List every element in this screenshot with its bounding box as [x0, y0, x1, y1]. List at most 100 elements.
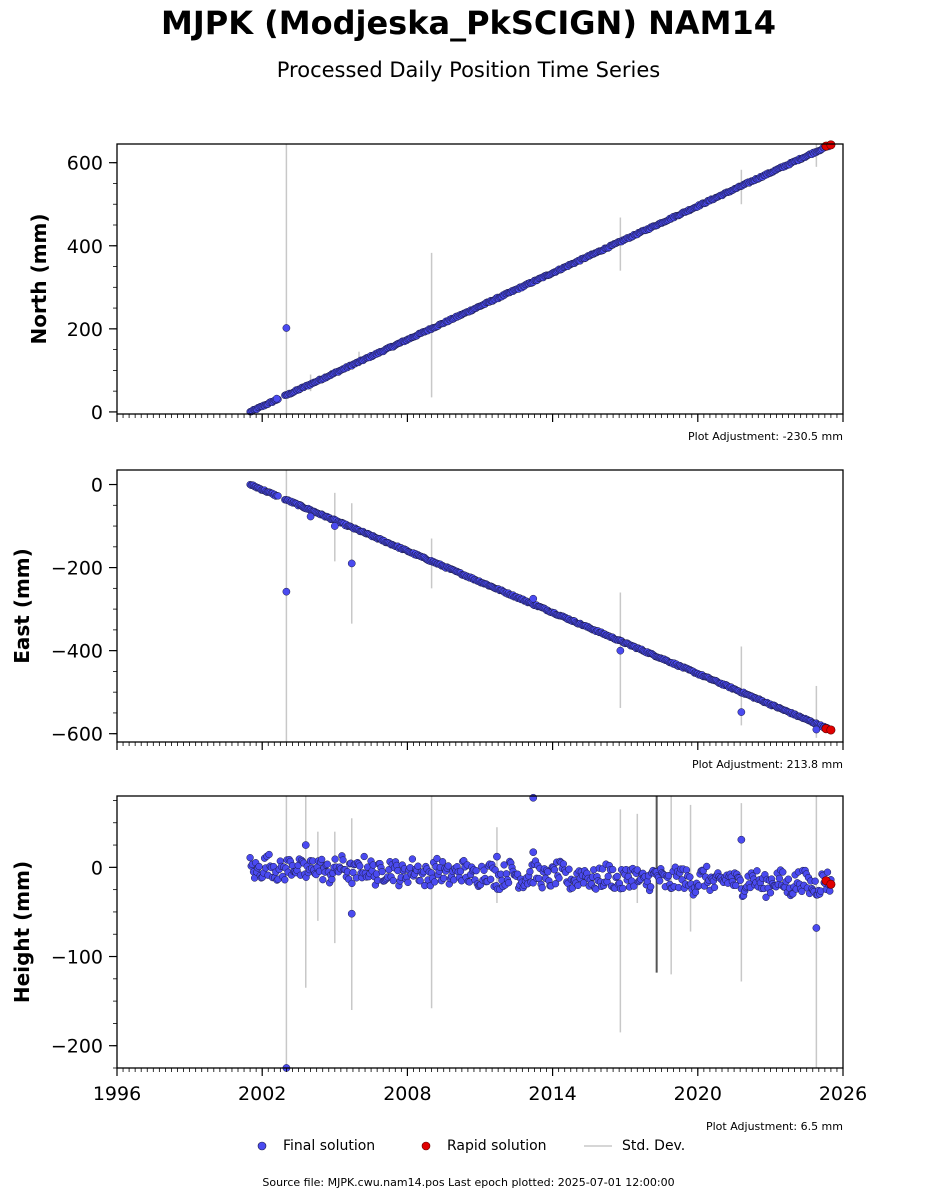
final-point	[349, 868, 357, 877]
outlier-point	[282, 587, 291, 596]
final-point	[732, 881, 740, 890]
outlier-point	[330, 522, 339, 530]
final-point	[356, 862, 364, 870]
final-point	[502, 870, 511, 878]
final-point	[433, 854, 441, 863]
outlier-point	[282, 324, 291, 332]
final-point	[682, 866, 691, 874]
footer-source: Source file: MJPK.cwu.nam14.pos Last epo…	[262, 1176, 675, 1189]
y-tick-label: 200	[67, 319, 103, 341]
final-point	[630, 882, 638, 890]
final-point	[664, 871, 673, 880]
y-tick-label: −100	[51, 947, 103, 969]
final-point	[416, 877, 424, 885]
x-tick-label: 2014	[528, 1083, 576, 1105]
final-point	[766, 889, 775, 897]
final-point	[348, 879, 356, 888]
final-point	[414, 862, 422, 870]
final-point	[551, 880, 560, 888]
final-point	[339, 856, 347, 864]
final-point	[613, 872, 621, 881]
final-point	[565, 865, 573, 873]
outlier-point	[529, 793, 538, 802]
final-point	[823, 868, 832, 876]
y-tick-label: 400	[67, 236, 103, 258]
final-point	[559, 860, 568, 868]
final-point	[647, 883, 655, 891]
final-point	[784, 875, 793, 883]
final-point	[686, 873, 694, 881]
y-tick-label: −600	[51, 724, 103, 746]
final-point	[633, 866, 641, 874]
final-point	[710, 883, 719, 892]
final-point	[456, 867, 465, 875]
legend-std-label: Std. Dev.	[622, 1138, 686, 1154]
final-point	[389, 876, 397, 885]
y-tick-label: −200	[51, 558, 103, 580]
outlier-point	[347, 909, 356, 918]
y-axis-label: North (mm)	[27, 213, 51, 344]
final-point	[444, 862, 452, 870]
final-point	[811, 877, 819, 885]
final-point	[404, 878, 412, 887]
final-point	[487, 875, 495, 883]
final-point	[656, 877, 664, 885]
outlier-point	[616, 646, 625, 655]
legend-std: Std. Dev.	[584, 1138, 685, 1154]
final-point	[500, 861, 508, 869]
final-point	[504, 879, 513, 887]
final-point	[378, 867, 386, 876]
final-solution-points	[246, 850, 835, 901]
final-point	[408, 855, 417, 863]
final-point	[550, 866, 559, 874]
final-point	[323, 860, 331, 868]
final-point	[826, 887, 834, 895]
x-tick-label: 2002	[238, 1083, 286, 1105]
final-point	[328, 875, 336, 884]
outlier-point	[493, 852, 501, 861]
y-tick-label: 0	[91, 475, 103, 497]
legend-final-label: Final solution	[283, 1138, 376, 1154]
y-tick-label: 0	[91, 402, 103, 424]
outlier-point	[272, 394, 281, 403]
final-solution-points	[246, 141, 835, 416]
outlier-point	[301, 841, 310, 849]
final-point	[762, 893, 770, 901]
final-point	[360, 852, 368, 861]
final-point	[619, 884, 627, 893]
final-point	[736, 876, 744, 884]
final-point	[609, 865, 617, 874]
y-tick-label: −400	[51, 641, 103, 663]
panel-3: 1996 2002 2008 2014 2020 2026 0 −100 −200 Height …	[10, 793, 867, 1133]
final-point	[431, 878, 439, 886]
plot-frame	[116, 795, 844, 1069]
legend-rapid: Rapid solution	[419, 1138, 547, 1154]
outlier-point	[529, 848, 538, 857]
rapid-point	[826, 140, 836, 150]
outlier-point	[812, 924, 821, 932]
final-point	[281, 876, 289, 884]
y-tick-label: 0	[91, 857, 103, 879]
y-axis-label: East (mm)	[10, 548, 34, 664]
chart-title: MJPK (Modjeska_PkSCIGN) NAM14	[161, 4, 776, 42]
rapid-point	[826, 725, 836, 735]
x-tick-label: 1996	[93, 1083, 141, 1105]
final-point	[526, 867, 534, 876]
final-solution-points	[246, 480, 835, 734]
final-point	[246, 854, 254, 862]
rapid-marker-icon	[421, 1141, 431, 1151]
final-point	[555, 874, 563, 882]
legend-rapid-label: Rapid solution	[447, 1138, 547, 1154]
plot-frame	[116, 469, 844, 743]
x-tick-label: 2026	[819, 1083, 867, 1105]
final-point	[775, 874, 784, 883]
final-point	[318, 855, 326, 864]
final-point	[703, 862, 711, 871]
std-line-icon	[584, 1145, 612, 1147]
final-point	[255, 862, 263, 871]
y-tick-label: −200	[51, 1036, 103, 1058]
panel-2: 0 −200 −400 −600 East (mm) Plot Adjustment: 2…	[10, 469, 844, 771]
final-point	[265, 850, 273, 859]
chart-subtitle: Processed Daily Position Time Series	[276, 58, 661, 82]
